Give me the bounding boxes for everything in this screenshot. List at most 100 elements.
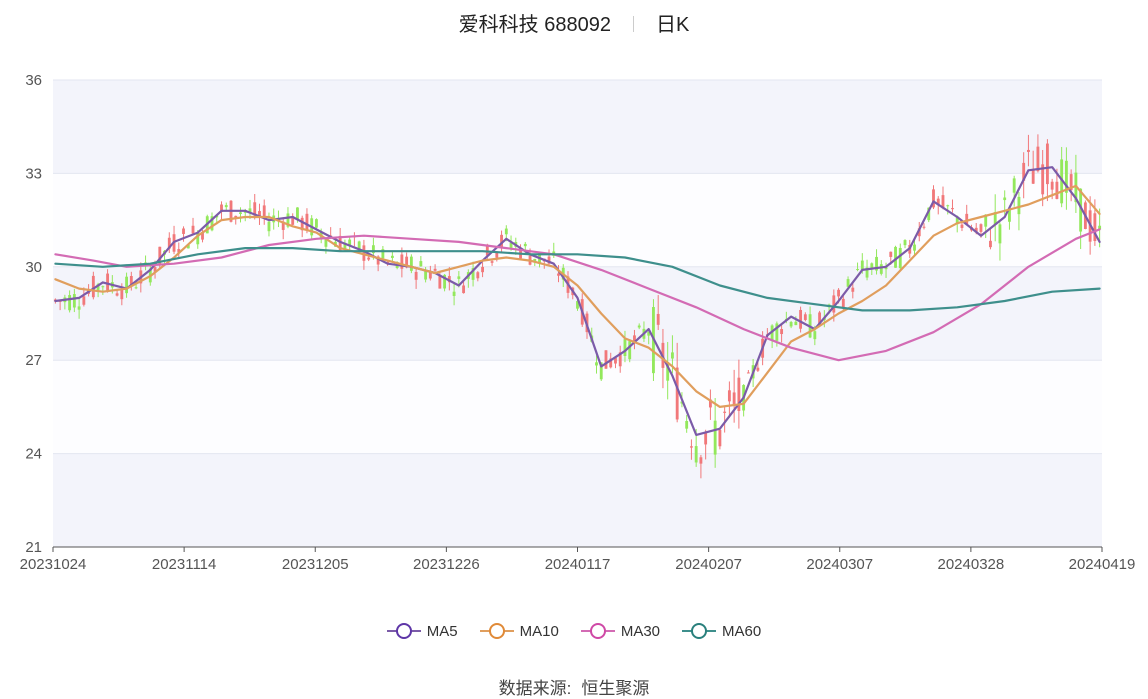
candle-body — [879, 264, 883, 274]
candle-body — [1079, 188, 1083, 232]
candle-body — [898, 247, 902, 269]
legend-swatch-ma60 — [682, 622, 717, 640]
candle-body — [1064, 160, 1068, 193]
candle-body — [979, 224, 983, 232]
candle-body — [955, 216, 959, 225]
candle-body — [675, 367, 679, 420]
candle-body — [186, 244, 190, 249]
candle-body — [756, 367, 760, 371]
candle-body — [1055, 181, 1059, 199]
candle-body — [68, 295, 72, 311]
candle-body — [134, 287, 138, 289]
candle-body — [832, 295, 836, 313]
candle-body — [841, 298, 845, 308]
candle-body — [348, 239, 352, 246]
candle-body — [158, 246, 162, 265]
candle-body — [300, 217, 304, 231]
y-tick-label: 21 — [25, 539, 42, 556]
candle-body — [91, 275, 95, 298]
candle-body — [713, 420, 717, 455]
y-tick-label: 27 — [25, 352, 42, 369]
x-tick-label: 20240328 — [938, 556, 1005, 573]
candle-body — [718, 429, 722, 447]
candle-body — [851, 287, 855, 292]
candle-body — [623, 339, 627, 356]
candle-body — [803, 314, 807, 320]
legend-item-ma10[interactable]: MA10 — [479, 622, 559, 640]
candle-body — [889, 251, 893, 257]
data-source-label: 数据来源: — [498, 679, 572, 698]
candle-body — [210, 216, 214, 231]
candle-body — [167, 237, 171, 249]
candle-body — [182, 228, 185, 234]
candle-body — [618, 352, 622, 367]
candle-body — [400, 254, 404, 269]
candle-body — [296, 207, 299, 220]
candle-body — [324, 238, 328, 247]
candle-body — [941, 195, 945, 209]
candle-body — [685, 421, 689, 429]
x-tick-label: 20240307 — [806, 556, 873, 573]
y-tick-label: 36 — [25, 72, 42, 89]
legend-item-ma5[interactable]: MA5 — [386, 622, 458, 640]
candle-body — [177, 249, 181, 253]
candle-body — [799, 309, 803, 329]
candle-body — [614, 357, 617, 364]
candle-body — [476, 272, 480, 279]
candle-body — [428, 271, 432, 279]
candle-body — [438, 275, 442, 289]
legend-swatch-ma30 — [580, 622, 615, 640]
legend-ring-ma5 — [395, 623, 412, 639]
y-tick-label: 30 — [25, 259, 42, 276]
candle-body — [689, 446, 693, 448]
candle-body — [723, 411, 727, 413]
legend-item-ma60[interactable]: MA60 — [682, 622, 761, 640]
legend-label-ma30: MA30 — [620, 622, 661, 640]
candle-body — [708, 399, 712, 408]
candle-body — [258, 211, 261, 217]
candle-body — [965, 213, 969, 225]
candle-body — [504, 228, 508, 235]
grid-band — [53, 453, 1102, 547]
candle-body — [903, 240, 907, 246]
candle-body — [595, 362, 598, 366]
candle-body — [633, 335, 636, 343]
legend-item-ma30[interactable]: MA30 — [580, 622, 661, 640]
series-line-ma10 — [54, 184, 1101, 408]
candle-body — [1036, 146, 1040, 172]
legend-label-ma5: MA5 — [426, 622, 458, 640]
x-tick-label: 20240419 — [1069, 556, 1136, 573]
candle-body — [870, 263, 874, 268]
candle-body — [481, 266, 484, 273]
candle-body — [248, 208, 252, 213]
candle-body — [1012, 178, 1016, 193]
candle-body — [998, 224, 1002, 244]
chart-legend: MA5 MA10 MA30 MA60 — [0, 622, 1148, 640]
series-line-ma30 — [54, 228, 1101, 362]
legend-ring-ma60 — [691, 623, 708, 639]
candle-body — [846, 279, 850, 287]
candle-body — [224, 205, 228, 208]
data-source-value: 恒生聚源 — [581, 679, 650, 698]
candle-body — [267, 221, 271, 232]
candle-body — [424, 271, 428, 280]
candle-body — [1017, 196, 1021, 215]
x-tick-label: 20240207 — [675, 556, 742, 573]
candle-body — [1003, 197, 1007, 201]
candle-body — [115, 293, 119, 296]
candle-body — [694, 446, 698, 463]
candle-body — [533, 258, 537, 262]
legend-label-ma10: MA10 — [519, 622, 559, 640]
candle-body — [419, 261, 423, 267]
candle-body — [1031, 169, 1035, 184]
candle-body — [77, 306, 81, 310]
candle-body — [989, 240, 992, 248]
legend-ring-ma30 — [589, 623, 606, 639]
candle-body — [913, 244, 916, 251]
candle-body — [865, 267, 869, 278]
candle-body — [680, 401, 684, 404]
candle-body — [837, 289, 840, 297]
candle-body — [409, 256, 413, 271]
candle-body — [894, 246, 897, 268]
candle-body — [495, 251, 499, 258]
